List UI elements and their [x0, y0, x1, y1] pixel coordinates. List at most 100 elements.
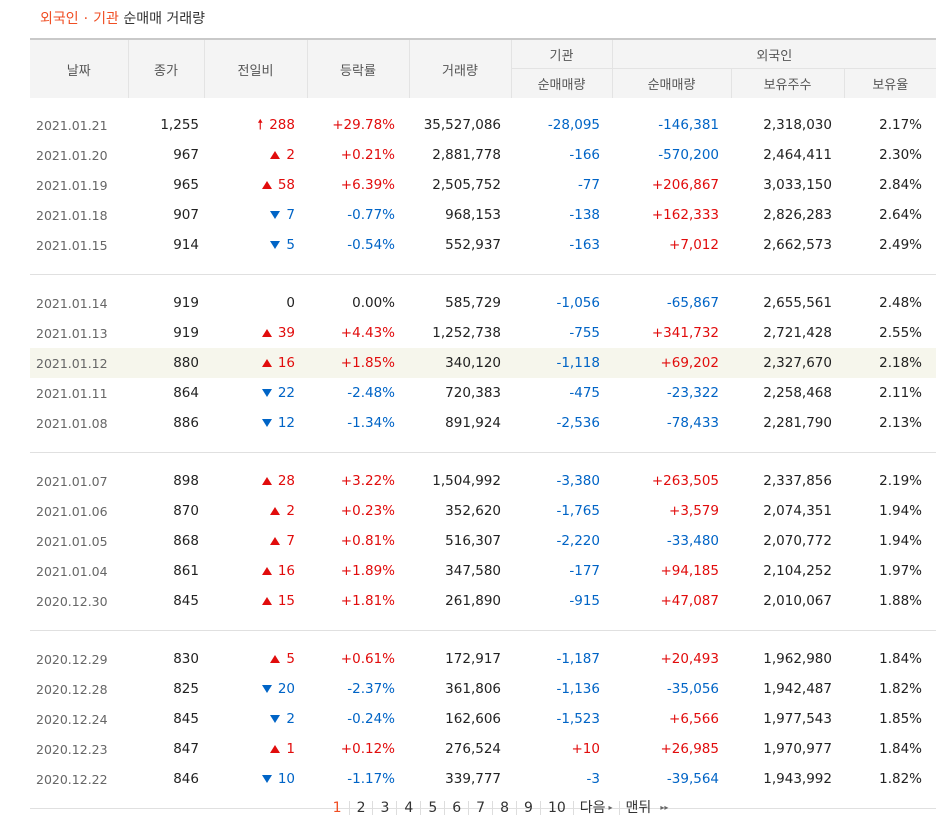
- cell-date: 2021.01.18: [36, 207, 108, 223]
- change-value: 16: [277, 563, 295, 579]
- table-row: 2021.01.13 919 39 +4.43% 1,252,738 -755 +341,7…: [30, 318, 936, 348]
- page-link-2[interactable]: 2: [348, 801, 373, 815]
- cell-foreign-net: +7,012: [669, 237, 719, 253]
- cell-close: 825: [173, 681, 199, 697]
- table-row: 2020.12.22 846 10 -1.17% 339,777 -3 -39,564 1,9…: [30, 764, 936, 794]
- page-link-7[interactable]: 7: [468, 801, 492, 815]
- cell-institution-net: +10: [571, 741, 601, 757]
- cell-institution-net: -1,118: [511, 348, 612, 378]
- row-spacer: [30, 453, 936, 467]
- cell-change: 🠕 288: [204, 110, 307, 140]
- cell-foreign-ratio: 2.13%: [879, 415, 923, 431]
- cell-change: 12: [204, 408, 307, 438]
- page-link-1[interactable]: 1: [332, 800, 342, 816]
- cell-rate: -2.48%: [347, 385, 395, 401]
- cell-volume: 720,383: [445, 385, 501, 401]
- page-link-4[interactable]: 4: [396, 801, 420, 815]
- cell-change: 7: [204, 526, 307, 556]
- table-row: 2021.01.21 1,255 🠕 288 +29.78% 35,527,086 -28,…: [30, 110, 936, 140]
- cell-institution-net: -177: [569, 563, 600, 579]
- cell-close: 864: [173, 385, 199, 401]
- last-label: 맨뒤: [625, 800, 652, 816]
- page-link-5[interactable]: 5: [420, 801, 444, 815]
- cell-date: 2021.01.14: [36, 295, 108, 311]
- page-link-3[interactable]: 3: [372, 801, 396, 815]
- cell-institution-net: -2,536: [556, 415, 600, 431]
- cell-foreign-ratio: 2.18%: [844, 348, 937, 378]
- cell-foreign-ratio: 1.88%: [879, 593, 923, 609]
- cell-change: 2: [204, 140, 307, 170]
- header-foreign-ratio: 보유율: [843, 68, 937, 98]
- triangle-up-icon: [261, 181, 272, 189]
- cell-foreign-net: +3,579: [669, 503, 719, 519]
- cell-foreign-hold: 2,074,351: [763, 503, 832, 519]
- cell-foreign-net: -33,480: [666, 533, 719, 549]
- cell-foreign-hold: 2,281,790: [763, 415, 832, 431]
- next-arrow-icon: ▸: [608, 803, 613, 812]
- triangle-down-icon: [270, 715, 281, 723]
- cell-foreign-hold: 2,104,252: [763, 563, 832, 579]
- cell-close: 886: [173, 415, 199, 431]
- cell-change: 16: [204, 348, 307, 378]
- cell-institution-net: -1,765: [556, 503, 600, 519]
- cell-volume: 352,620: [445, 503, 501, 519]
- cell-institution-net: -1,056: [556, 295, 600, 311]
- triangle-down-icon: [261, 389, 272, 397]
- cell-institution-net: -77: [577, 177, 600, 193]
- change-value: 7: [286, 533, 295, 549]
- cell-foreign-net: -23,322: [666, 385, 719, 401]
- cell-foreign-net: -65,867: [666, 295, 719, 311]
- change-value: 20: [277, 681, 295, 697]
- header-volume: 거래량: [408, 38, 511, 98]
- row-spacer: [30, 631, 936, 645]
- cell-foreign-ratio: 1.84%: [879, 651, 923, 667]
- change-value: 2: [286, 503, 295, 519]
- cell-close: 965: [173, 177, 199, 193]
- cell-change: 15: [204, 586, 307, 616]
- cell-rate: +1.85%: [307, 348, 409, 378]
- cell-date: 2020.12.28: [36, 681, 108, 697]
- cell-close: 847: [173, 741, 199, 757]
- row-spacer: [30, 438, 937, 453]
- cell-date: 2021.01.19: [36, 177, 108, 193]
- cell-foreign-ratio: 1.94%: [879, 533, 923, 549]
- cell-institution-net: -1,523: [556, 711, 600, 727]
- cell-rate: +1.81%: [340, 593, 395, 609]
- cell-institution-net: -2,220: [556, 533, 600, 549]
- cell-foreign-ratio: 1.97%: [879, 563, 923, 579]
- cell-volume: 340,120: [409, 348, 511, 378]
- cell-foreign-net: -146,381: [658, 117, 719, 133]
- cell-volume: 2,881,778: [432, 147, 501, 163]
- triangle-up-icon: [270, 151, 281, 159]
- table-body: 2021.01.21 1,255 🠕 288 +29.78% 35,527,086 -28,…: [30, 98, 937, 809]
- cell-foreign-hold: 2,826,283: [763, 207, 832, 223]
- page-link-10[interactable]: 10: [539, 801, 573, 815]
- cell-rate: -1.34%: [347, 415, 395, 431]
- page-link-6[interactable]: 6: [444, 801, 468, 815]
- cell-close: 919: [173, 325, 199, 341]
- page-link-9[interactable]: 9: [516, 801, 540, 815]
- cell-foreign-ratio: 1.82%: [879, 771, 923, 787]
- row-spacer: [30, 616, 937, 631]
- cell-volume: 361,806: [445, 681, 501, 697]
- triangle-down-icon: [261, 775, 272, 783]
- row-spacer: [30, 98, 936, 110]
- cell-foreign-hold: 2,655,561: [763, 295, 832, 311]
- last-page-button[interactable]: 맨뒤 ▸▸: [618, 800, 675, 816]
- triangle-up-icon: [261, 597, 272, 605]
- page-link-8[interactable]: 8: [492, 801, 516, 815]
- cell-foreign-net: +206,867: [651, 177, 719, 193]
- table-row: 2021.01.12 880 16 +1.85% 340,120 -1,118 +69,20…: [30, 348, 937, 378]
- cell-rate: -0.77%: [347, 207, 395, 223]
- table-row: 2020.12.23 847 1 +0.12% 276,524 +10 +26,985 1,9…: [30, 734, 936, 764]
- cell-date: 2021.01.12: [30, 348, 128, 378]
- cell-foreign-ratio: 2.11%: [879, 385, 923, 401]
- cell-change: 5: [204, 644, 307, 674]
- cell-foreign-ratio: 2.48%: [879, 295, 923, 311]
- cell-institution-net: -163: [569, 237, 600, 253]
- cell-volume: 35,527,086: [423, 117, 501, 133]
- triangle-up-icon: [261, 567, 272, 575]
- table-row: 2021.01.11 864 22 -2.48% 720,383 -475 -23,322 2…: [30, 378, 936, 408]
- next-page-button[interactable]: 다음 ▸: [572, 801, 619, 815]
- cell-volume: 162,606: [445, 711, 501, 727]
